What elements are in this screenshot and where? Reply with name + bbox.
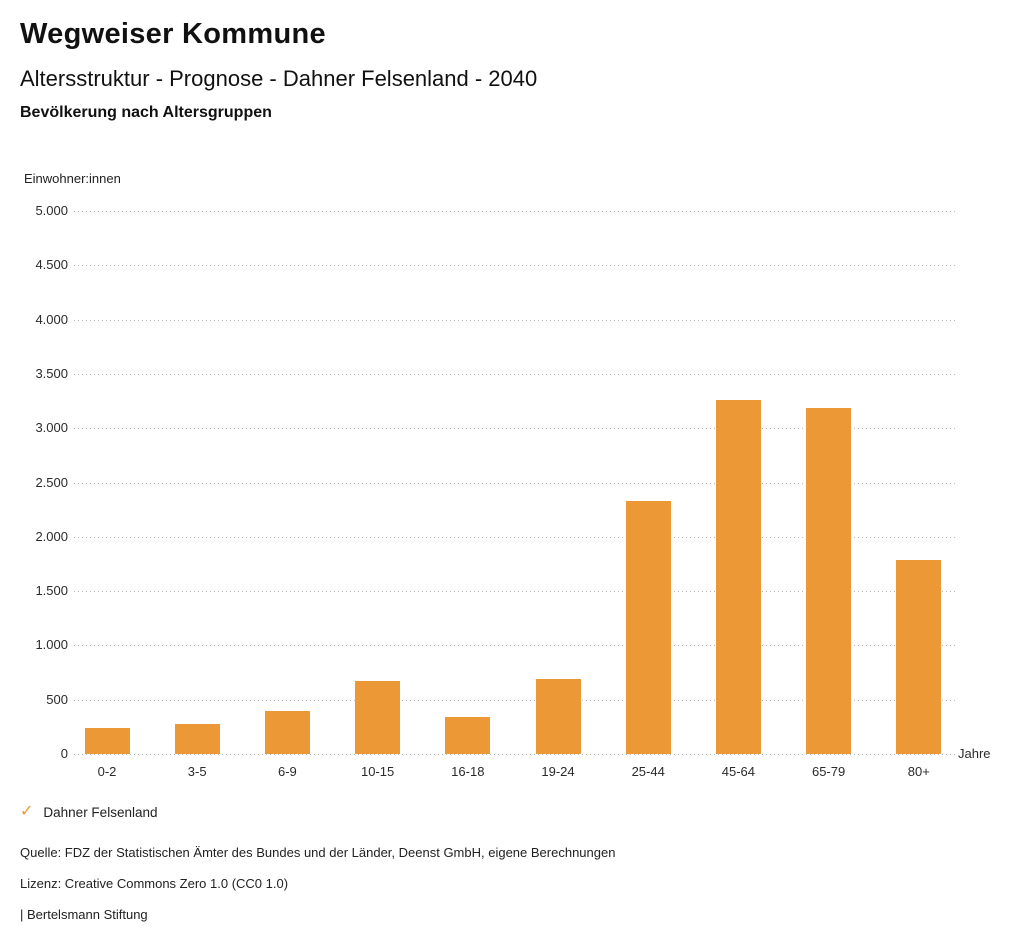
y-tick-label-1.000: 1.000 — [35, 637, 68, 653]
license-text: Lizenz: Creative Commons Zero 1.0 (CC0 1… — [20, 876, 289, 891]
gridline-2.500 — [74, 482, 955, 484]
x-tick-label-45-64: 45-64 — [721, 764, 756, 779]
age-structure-bar-chart: Jahre 5.000 4.500 4.000 3.500 3.000 2.500 2.00… — [0, 204, 1024, 831]
gridline-1.000 — [74, 645, 955, 647]
gridline-4.500 — [74, 265, 955, 267]
bar-0-2[interactable] — [84, 727, 130, 754]
page-title: Wegweiser Kommune — [20, 18, 326, 50]
y-tick-label-5.000: 5.000 — [35, 203, 68, 218]
gridline-500 — [74, 699, 955, 701]
x-tick-label-65-79: 65-79 — [811, 764, 846, 779]
y-axis-unit-label: Einwohner:innen — [24, 171, 121, 186]
bar-80+[interactable] — [896, 559, 942, 754]
bar-45-64[interactable] — [715, 400, 761, 754]
page-subtitle: Altersstruktur - Prognose - Dahner Felse… — [20, 66, 538, 91]
source-text: Quelle: FDZ der Statistischen Ämter des … — [20, 845, 616, 860]
x-tick-label-19-24: 19-24 — [541, 764, 575, 779]
y-tick-label-4.500: 4.500 — [35, 257, 68, 273]
gridline-3.500 — [74, 373, 955, 375]
gridline-4.000 — [74, 319, 955, 321]
legend-label: Dahner Felsenland — [43, 804, 158, 820]
y-tick-label-3.000: 3.000 — [35, 420, 68, 436]
x-tick-label-16-18: 16-18 — [451, 764, 485, 779]
y-tick-label-500: 500 — [46, 691, 68, 707]
gridline-5.000 — [74, 211, 955, 212]
x-tick-label-6-9: 6-9 — [277, 764, 297, 779]
x-tick-label-10-15: 10-15 — [360, 764, 395, 779]
bar-6-9[interactable] — [264, 710, 310, 754]
y-tick-label-4.000: 4.000 — [35, 311, 68, 327]
bar-16-18[interactable] — [445, 717, 491, 754]
gridline-3.000 — [74, 428, 955, 430]
x-tick-label-25-44: 25-44 — [631, 764, 665, 779]
chart-subtitle: Bevölkerung nach Altersgruppen — [20, 104, 272, 121]
bar-19-24[interactable] — [535, 679, 581, 754]
bar-3-5[interactable] — [174, 723, 220, 754]
x-tick-label-80+: 80+ — [907, 764, 930, 779]
x-tick-label-3-5: 3-5 — [187, 764, 207, 779]
x-axis-title: Jahre — [958, 746, 991, 761]
y-tick-label-1.500: 1.500 — [35, 583, 68, 599]
x-tick-label-0-2: 0-2 — [97, 764, 117, 779]
gridline-2.000 — [74, 536, 955, 538]
attribution-text: | Bertelsmann Stiftung — [20, 907, 148, 922]
check-icon: ✓ — [20, 803, 34, 820]
bar-65-79[interactable] — [806, 407, 852, 754]
y-tick-label-0: 0 — [60, 746, 68, 761]
legend-item-dahner-felsenland[interactable]: ✓ Dahner Felsenland — [20, 803, 157, 821]
bar-25-44[interactable] — [625, 501, 671, 754]
y-tick-label-2.500: 2.500 — [35, 474, 68, 490]
y-tick-label-3.500: 3.500 — [35, 365, 68, 381]
gridline-0 — [74, 754, 955, 755]
gridline-1.500 — [74, 591, 955, 593]
y-tick-label-2.000: 2.000 — [35, 528, 68, 544]
bar-10-15[interactable] — [355, 681, 401, 754]
